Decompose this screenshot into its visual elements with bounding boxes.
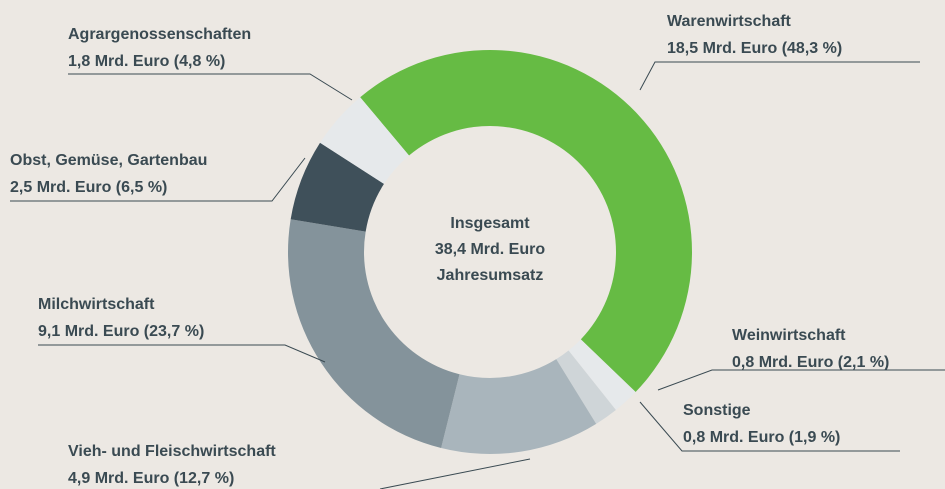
leader-line xyxy=(68,73,353,101)
center-text: Jahresumsatz xyxy=(437,267,544,284)
slice xyxy=(288,219,460,448)
leader-line xyxy=(639,61,920,91)
slice-label: Obst, Gemüse, Gartenbau xyxy=(10,152,207,169)
leader-line xyxy=(38,344,326,363)
value-label: 9,1 Mrd. Euro (23,7 %) xyxy=(38,323,204,340)
value-label: 2,5 Mrd. Euro (6,5 %) xyxy=(10,179,167,196)
value-label: 1,8 Mrd. Euro (4,8 %) xyxy=(68,53,225,70)
value-label: 0,8 Mrd. Euro (1,9 %) xyxy=(683,429,840,446)
slice xyxy=(320,97,410,184)
center-text: 38,4 Mrd. Euro xyxy=(435,241,545,258)
value-label: 18,5 Mrd. Euro (48,3 %) xyxy=(667,40,842,57)
slice-label: Vieh- und Fleischwirtschaft xyxy=(68,443,276,460)
leader-line xyxy=(639,401,900,452)
slice xyxy=(360,50,692,393)
slice xyxy=(568,339,636,410)
value-label: 0,8 Mrd. Euro (2,1 %) xyxy=(732,354,889,371)
leader-line xyxy=(10,157,306,202)
leader-line xyxy=(379,458,531,489)
slice-label: Sonstige xyxy=(683,402,751,419)
donut xyxy=(288,50,692,454)
value-label: 4,9 Mrd. Euro (12,7 %) xyxy=(68,470,234,487)
leader-line xyxy=(657,369,945,391)
slice xyxy=(556,350,616,424)
slice-label: Milchwirtschaft xyxy=(38,296,155,313)
slice-label: Warenwirtschaft xyxy=(667,13,792,30)
center-text: Insgesamt xyxy=(450,215,530,232)
slice-label: Weinwirtschaft xyxy=(732,327,846,344)
slice xyxy=(441,359,597,454)
slice xyxy=(290,142,384,232)
slice-label: Agrargenossenschaften xyxy=(68,26,251,43)
